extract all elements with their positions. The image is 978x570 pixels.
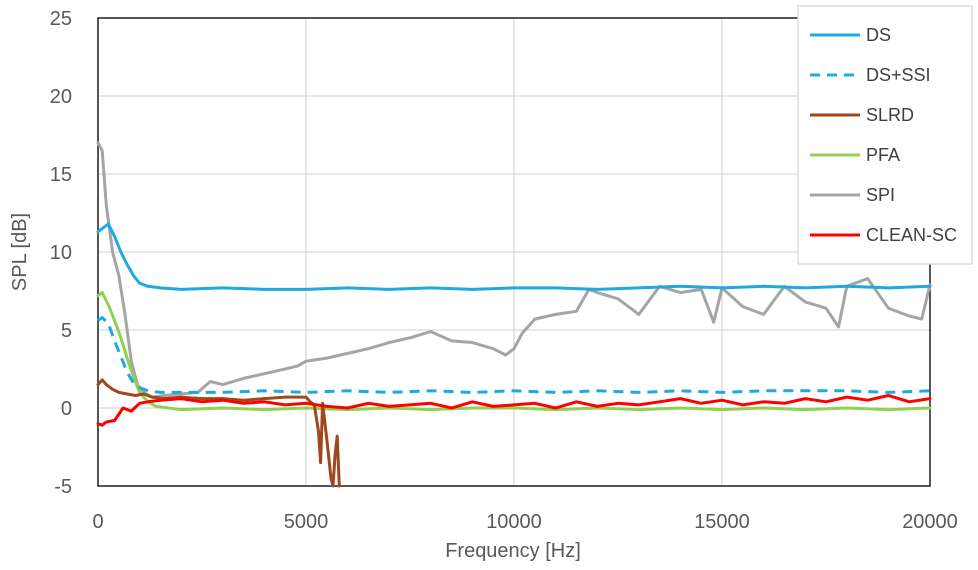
y-tick-label: 25	[50, 8, 72, 30]
legend-box	[797, 5, 973, 265]
x-tick-label: 0	[92, 511, 103, 533]
legend-label: CLEAN-SC	[866, 225, 957, 245]
x-tick-label: 5000	[284, 511, 329, 533]
y-tick-label: 15	[50, 164, 72, 186]
x-tick-label: 15000	[694, 511, 750, 533]
legend-label: PFA	[866, 145, 900, 165]
series-line-pfa	[96, 291, 932, 412]
y-tick-label: 10	[50, 242, 72, 264]
x-tick-label: 10000	[486, 511, 542, 533]
y-tick-label: -5	[54, 476, 72, 498]
y-tick-label: 0	[61, 398, 72, 420]
legend-label: DS+SSI	[866, 65, 931, 85]
series-line-slrd	[96, 378, 341, 488]
series-line-ds	[96, 222, 932, 291]
x-axis-title: Frequency [Hz]	[445, 540, 581, 562]
legend-label: DS	[866, 25, 891, 45]
y-tick-label: 5	[61, 320, 72, 342]
series-layer	[96, 141, 932, 488]
tick-labels: -5 0 5 10 15 20 25 0 5000 10000 15000 20000	[50, 8, 958, 533]
x-tick-label: 20000	[902, 511, 958, 533]
legend-label: SPI	[866, 185, 895, 205]
y-tick-label: 20	[50, 86, 72, 108]
series-line-clean-sc	[96, 394, 932, 427]
series-line-ds-ssi	[97, 316, 931, 394]
y-axis-title: SPL [dB]	[9, 213, 31, 291]
legend: DS DS+SSI SLRD PFA SPI CLEAN-SC	[797, 5, 973, 265]
legend-label: SLRD	[866, 105, 914, 125]
